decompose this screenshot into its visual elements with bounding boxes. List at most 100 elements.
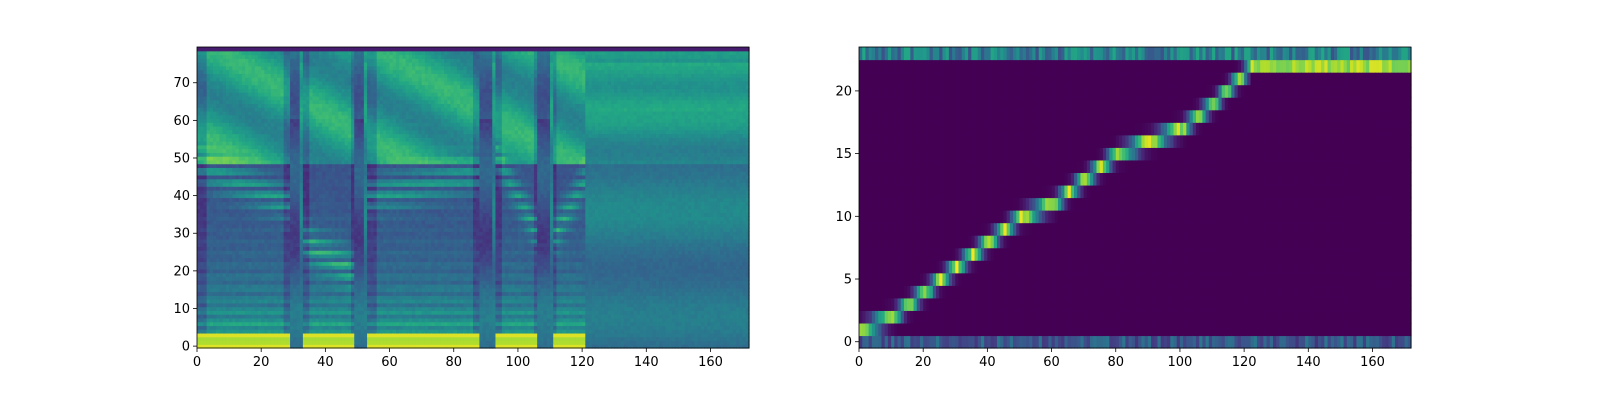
spectrogram-cell (213, 58, 217, 63)
spectrogram-cell (245, 295, 249, 300)
spectrogram-cell (225, 299, 230, 304)
spectrogram-cell (235, 321, 240, 327)
spectrogram-cell (200, 186, 205, 191)
spectrogram-cell (245, 186, 249, 191)
spectrogram-cell (197, 201, 201, 206)
spectrogram-cell (229, 276, 233, 281)
spectrogram-cell (235, 114, 240, 120)
spectrogram-cell (229, 159, 233, 165)
spectrogram-cell (222, 110, 227, 116)
spectrogram-cell (203, 336, 208, 342)
spectrogram-cell (222, 329, 227, 334)
spectrogram-cell (225, 257, 230, 263)
spectrogram-cell (197, 148, 201, 153)
spectrogram-cell (222, 189, 227, 195)
spectrogram-cell (270, 84, 275, 89)
spectrogram-cell (257, 310, 262, 315)
spectrogram-cell (245, 317, 249, 323)
spectrogram-cell (241, 47, 246, 52)
spectrogram-cell (219, 99, 224, 105)
spectrogram-cell (209, 186, 214, 191)
spectrogram-cell (222, 167, 227, 172)
spectrogram-cell (257, 197, 262, 202)
spectrogram-cell (203, 152, 208, 157)
spectrogram-cell (235, 276, 240, 281)
spectrogram-cell (241, 299, 246, 304)
spectrogram-cell (235, 250, 240, 255)
spectrogram-cell (235, 332, 240, 338)
spectrogram-heatmap (197, 47, 750, 349)
spectrogram-cell (261, 257, 265, 263)
spectrogram-cell (241, 62, 246, 67)
spectrogram-cell (219, 54, 224, 59)
spectrogram-cell (264, 291, 269, 296)
spectrogram-cell (270, 291, 275, 296)
spectrogram-cell (270, 50, 275, 56)
spectrogram-cell (232, 126, 237, 131)
spectrogram-cell (267, 242, 272, 248)
spectrogram-cell (197, 235, 201, 240)
spectrogram-cell (229, 77, 233, 82)
spectrogram-cell (274, 212, 278, 217)
spectrogram-cell (216, 92, 221, 97)
spectrogram-cell (216, 205, 221, 210)
spectrogram-cell (248, 257, 253, 263)
spectrogram-cell (241, 110, 246, 116)
spectrogram-cell (213, 205, 217, 210)
spectrogram-cell (270, 314, 275, 319)
spectrogram-cell (200, 238, 205, 244)
spectrogram-cell (251, 126, 256, 131)
spectrogram-cell (261, 223, 265, 229)
spectrogram-cell (209, 284, 214, 289)
spectrogram-cell (241, 144, 246, 150)
spectrogram-cell (229, 325, 233, 330)
spectrogram-cell (203, 253, 208, 259)
spectrogram-cell (229, 88, 233, 93)
spectrogram-cell (229, 193, 233, 199)
spectrogram-cell (235, 344, 240, 349)
spectrogram-cell (219, 148, 224, 153)
spectrogram-cell (206, 246, 211, 251)
spectrogram-cell (267, 178, 272, 184)
spectrogram-cell (206, 235, 211, 240)
spectrogram-cell (216, 178, 221, 184)
spectrogram-cell (264, 88, 269, 93)
spectrogram-cell (267, 197, 272, 202)
spectrogram-cell (257, 141, 262, 146)
spectrogram-cell (219, 336, 224, 342)
spectrogram-cell (219, 182, 224, 187)
spectrogram-cell (225, 317, 230, 323)
spectrogram-cell (261, 65, 265, 71)
spectrogram-cell (197, 325, 201, 330)
spectrogram-cell (235, 174, 240, 180)
spectrogram-cell (203, 216, 208, 221)
spectrogram-cell (251, 65, 256, 71)
spectrogram-cell (209, 332, 214, 338)
spectrogram-cell (235, 268, 240, 274)
spectrogram-cell (197, 295, 201, 300)
spectrogram-cell (257, 163, 262, 168)
spectrogram-cell (261, 95, 265, 101)
spectrogram-cell (197, 186, 201, 191)
spectrogram-cell (248, 163, 253, 168)
spectrogram-cell (203, 197, 208, 202)
spectrogram-cell (219, 62, 224, 67)
spectrogram-cell (206, 167, 211, 172)
spectrogram-cell (238, 133, 243, 138)
spectrogram-cell (245, 336, 249, 342)
spectrogram-cell (248, 205, 253, 210)
spectrogram-cell (219, 238, 224, 244)
spectrogram-cell (254, 238, 259, 244)
spectrogram-cell (267, 325, 272, 330)
spectrogram-cell (254, 92, 259, 97)
spectrogram-cell (274, 291, 278, 296)
spectrogram-cell (197, 284, 201, 289)
spectrogram-cell (213, 122, 217, 127)
spectrogram-cell (209, 227, 214, 232)
spectrogram-cell (216, 231, 221, 236)
spectrogram-cell (235, 284, 240, 289)
spectrogram-cell (219, 65, 224, 71)
spectrogram-cell (203, 287, 208, 293)
spectrogram-cell (264, 216, 269, 221)
spectrogram-cell (219, 227, 224, 232)
